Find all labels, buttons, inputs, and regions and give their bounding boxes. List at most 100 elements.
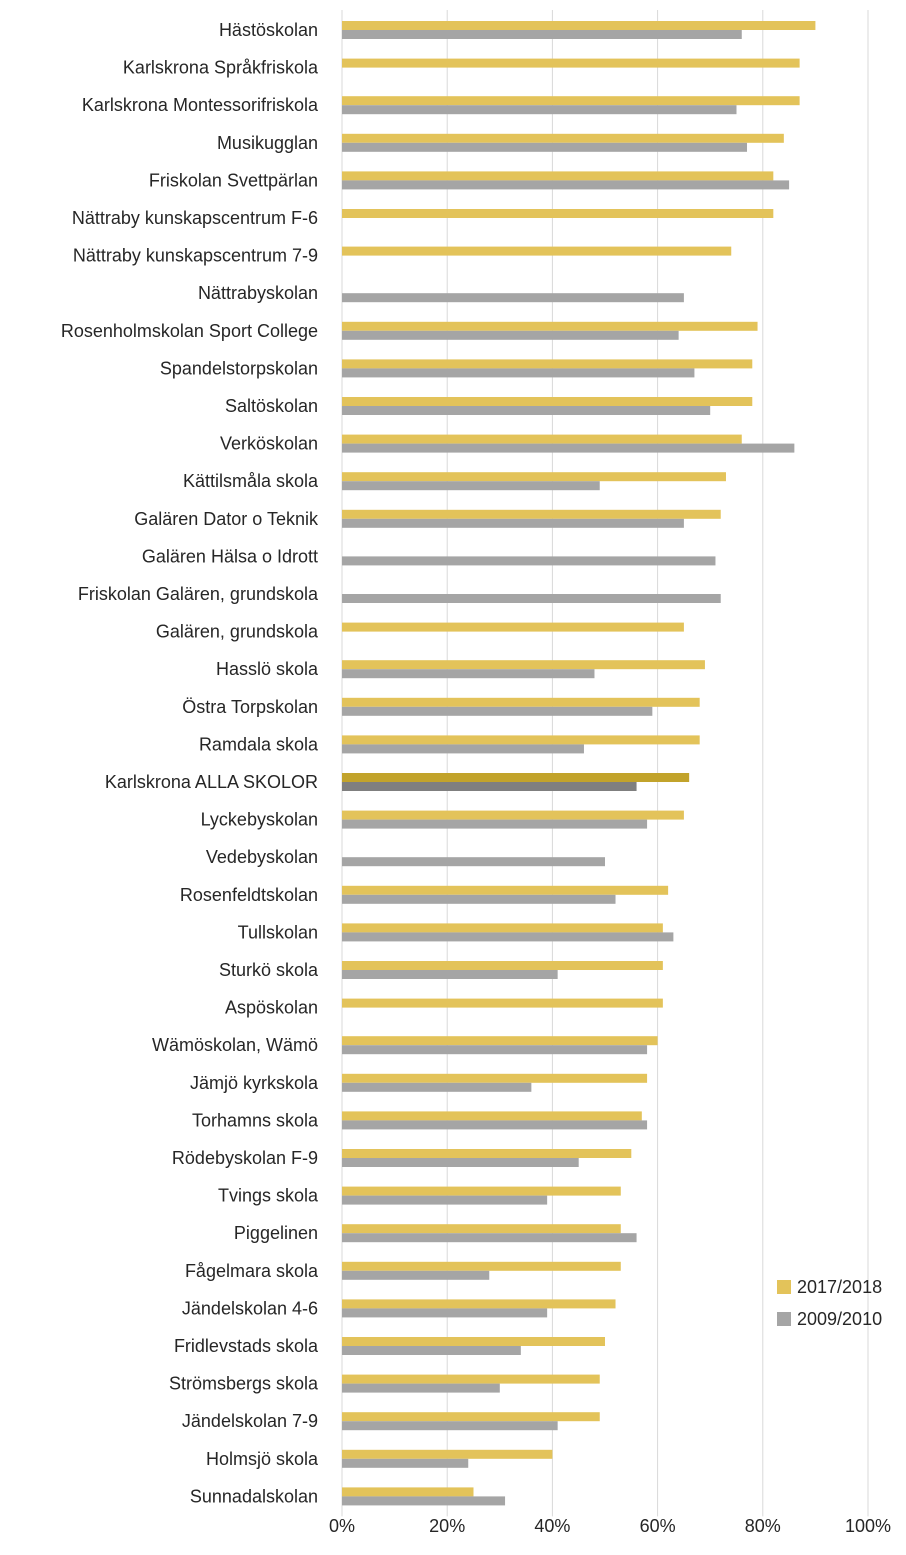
category-label: Rosenfeldtskolan	[180, 885, 318, 905]
bar-2009-2010	[342, 744, 584, 754]
bar-2009-2010	[342, 1270, 490, 1280]
category-label: Wämöskolan, Wämö	[152, 1035, 318, 1055]
category-label: Torhamns skola	[192, 1110, 319, 1130]
bar-2009-2010	[342, 406, 711, 415]
x-tick-label: 60%	[640, 1516, 676, 1536]
category-label: Nättraby kunskapscentrum 7-9	[73, 246, 318, 266]
bars	[342, 21, 816, 1506]
category-label: Fridlevstads skola	[174, 1336, 319, 1356]
bar-2017-2018	[342, 961, 663, 970]
category-label: Jämjö kyrkskola	[190, 1073, 319, 1093]
bar-2017-2018	[342, 397, 753, 406]
category-label: Hasslö skola	[216, 659, 319, 679]
bar-2009-2010	[342, 481, 600, 491]
bar-2017-2018	[342, 509, 721, 519]
bar-2017-2018	[342, 998, 663, 1008]
bar-2009-2010	[342, 293, 684, 303]
category-label: Nättrabyskolan	[198, 283, 318, 303]
bar-2017-2018	[342, 810, 684, 820]
bar-2017-2018	[342, 472, 726, 482]
bar-2009-2010	[342, 1045, 648, 1055]
bar-2009-2010	[342, 1195, 548, 1205]
bar-2017-2018	[342, 359, 753, 369]
x-tick-label: 100%	[845, 1516, 891, 1536]
bar-2017-2018	[342, 209, 774, 218]
legend-label: 2009/2010	[797, 1309, 882, 1329]
category-label: Karlskrona ALLA SKOLOR	[105, 772, 318, 792]
category-label: Aspöskolan	[225, 998, 318, 1018]
bar-2009-2010	[342, 180, 790, 190]
bar-2017-2018	[342, 246, 732, 256]
category-label: Karlskrona Montessorifriskola	[82, 95, 319, 115]
bar-2009-2010	[342, 970, 558, 979]
legend-swatch	[777, 1312, 791, 1326]
bar-2009-2010	[342, 142, 748, 152]
category-label: Tullskolan	[238, 922, 318, 942]
x-tick-label: 20%	[429, 1516, 465, 1536]
category-label: Musikugglan	[217, 133, 318, 153]
bar-2017-2018	[342, 1036, 658, 1046]
bar-2017-2018	[342, 1149, 632, 1158]
category-label: Karlskrona Språkfriskola	[123, 58, 319, 78]
bar-2017-2018	[342, 58, 800, 68]
bar-2017-2018	[342, 1412, 600, 1422]
category-label: Verköskolan	[220, 434, 318, 454]
category-label: Galären, grundskola	[156, 622, 319, 642]
category-label: Östra Torpskolan	[182, 697, 318, 717]
bar-2017-2018	[342, 96, 800, 106]
bar-2017-2018	[342, 622, 684, 632]
bar-2017-2018	[342, 1487, 474, 1497]
bar-2009-2010	[342, 1421, 558, 1431]
bar-2009-2010	[342, 1496, 506, 1506]
category-label: Friskolan Galären, grundskola	[78, 584, 319, 604]
category-label: Vedebyskolan	[206, 847, 318, 867]
category-label: Hästöskolan	[219, 20, 318, 40]
bar-2009-2010	[342, 857, 605, 867]
category-label: Rödebyskolan F-9	[172, 1148, 318, 1168]
category-label: Piggelinen	[234, 1223, 318, 1243]
bar-2017-2018	[342, 697, 700, 707]
bar-2009-2010	[342, 894, 616, 904]
bar-2017-2018	[342, 434, 742, 444]
bar-2017-2018	[342, 321, 758, 331]
bar-2009-2010	[342, 518, 684, 528]
bar-2017-2018	[342, 1337, 605, 1346]
bar-2009-2010	[342, 782, 637, 791]
bar-2017-2018	[342, 21, 816, 30]
category-label: Rosenholmskolan Sport College	[61, 321, 318, 341]
bar-2009-2010	[342, 330, 679, 340]
bar-2017-2018	[342, 1299, 616, 1309]
category-label: Lyckebyskolan	[201, 810, 318, 830]
bar-2009-2010	[342, 1082, 532, 1092]
bar-2017-2018	[342, 923, 663, 933]
bar-2017-2018	[342, 1374, 600, 1384]
x-tick-label: 40%	[534, 1516, 570, 1536]
bar-2009-2010	[342, 706, 653, 716]
category-label: Nättraby kunskapscentrum F-6	[72, 208, 318, 228]
bar-2017-2018	[342, 1449, 553, 1459]
bar-2017-2018	[342, 735, 700, 745]
bar-2017-2018	[342, 1073, 648, 1083]
legend-swatch	[777, 1280, 791, 1294]
category-label: Strömsbergs skola	[169, 1374, 319, 1394]
bar-2017-2018	[342, 660, 705, 670]
bar-2009-2010	[342, 368, 695, 378]
category-label: Sturkö skola	[219, 960, 319, 980]
bar-2009-2010	[342, 443, 795, 453]
category-label: Sunnadalskolan	[190, 1486, 318, 1506]
bar-2017-2018	[342, 171, 774, 181]
bar-2009-2010	[342, 105, 737, 115]
bar-2009-2010	[342, 1383, 500, 1393]
bar-2009-2010	[342, 1346, 521, 1355]
bar-2017-2018	[342, 133, 784, 143]
bar-2017-2018	[342, 1261, 621, 1271]
category-label: Ramdala skola	[199, 734, 319, 754]
x-tick-label: 80%	[745, 1516, 781, 1536]
bar-2017-2018	[342, 1186, 621, 1196]
category-label: Fågelmara skola	[185, 1261, 319, 1281]
bar-2009-2010	[342, 1458, 469, 1468]
bar-2009-2010	[342, 556, 716, 566]
x-axis-tick-labels: 0% 20% 40% 60% 80% 100%	[329, 1516, 891, 1536]
category-label: Jändelskolan 7-9	[182, 1411, 318, 1431]
